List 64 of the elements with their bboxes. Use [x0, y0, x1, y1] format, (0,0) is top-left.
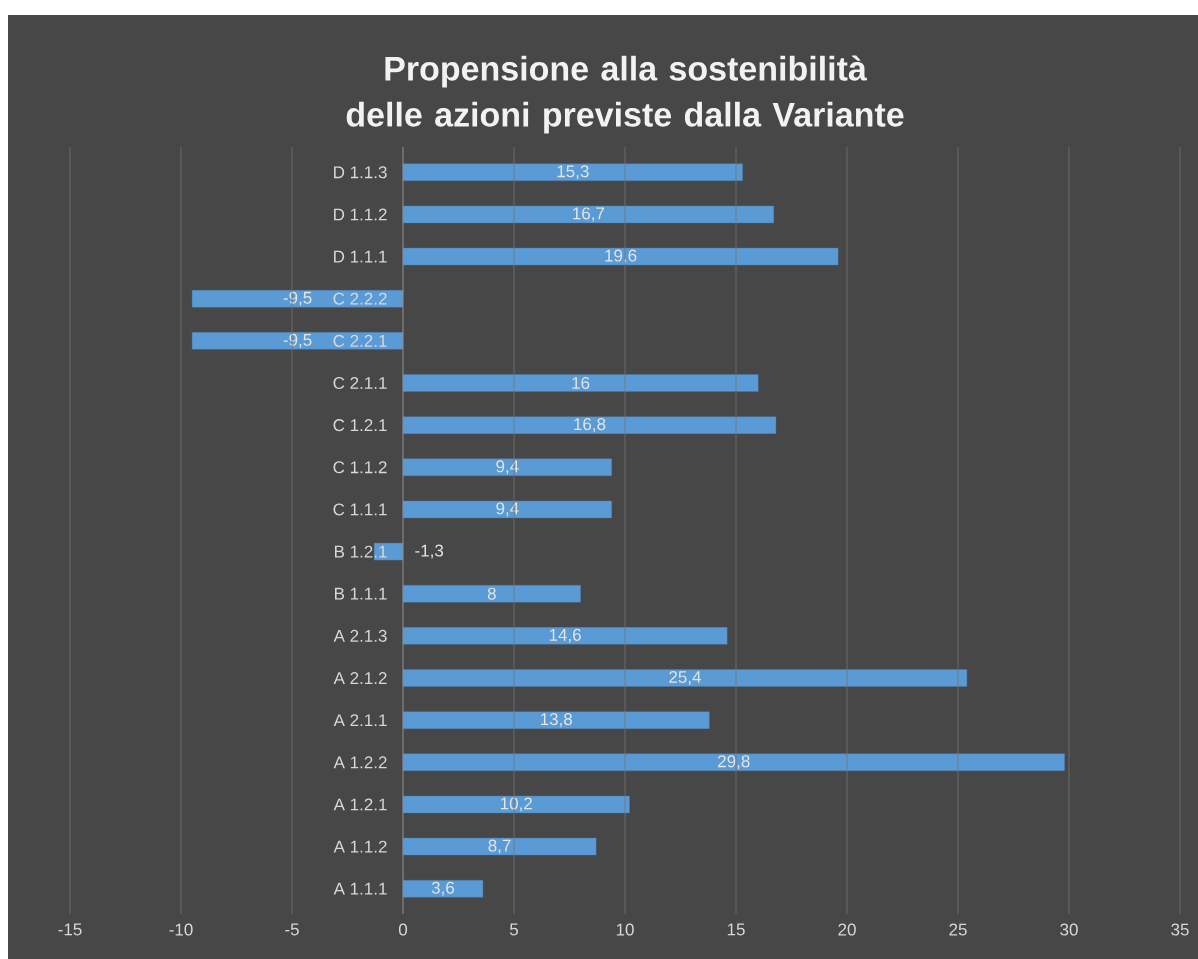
data-label: -9,5: [283, 291, 312, 306]
y-tick-label: C 1.1.2: [333, 461, 387, 474]
bar: [402, 669, 968, 687]
y-tick-label: C 1.2.1: [333, 419, 387, 432]
x-tick-label: 15: [727, 923, 745, 936]
y-tick-label: B 1.1.1: [335, 587, 387, 600]
bar: [402, 795, 630, 814]
bar: [402, 374, 759, 392]
y-tick-label: C 2.1.1: [333, 376, 387, 390]
x-tick-label: 10: [616, 923, 634, 936]
chart-title: Propensione alla sostenibilità delle azioni previste dalla Variante: [346, 55, 904, 134]
bar: [402, 880, 484, 898]
bar: [402, 500, 612, 519]
data-label: 9,4: [496, 502, 519, 517]
x-tick-label: 25: [949, 923, 967, 936]
x-tick-label: 30: [1060, 923, 1078, 936]
bar: [402, 416, 777, 434]
y-tick-label: A 1.1.1: [333, 882, 387, 895]
y-tick-label: D 1.1.1: [334, 250, 387, 263]
x-tick-label: 20: [838, 923, 856, 936]
bar: [191, 332, 404, 350]
data-label: -9,5: [283, 333, 312, 348]
x-tick-label: 35: [1171, 923, 1189, 936]
data-label: 25,4: [669, 670, 701, 686]
x-tick-label: -10: [169, 923, 193, 936]
x-tick-label: 5: [509, 923, 519, 936]
bar: [402, 627, 728, 645]
bar: [402, 711, 710, 729]
bar: [402, 458, 612, 476]
data-label: 10,2: [500, 797, 532, 812]
bar: [402, 585, 581, 603]
data-label: 3,6: [431, 881, 455, 896]
y-tick-label: A 1.2.1: [333, 798, 387, 811]
y-tick-label: C 2.2.2: [333, 292, 387, 305]
data-label: 9,4: [496, 460, 519, 475]
data-label: 14,6: [549, 628, 581, 643]
x-tick-label: -5: [285, 923, 299, 936]
x-tick-label: 0: [398, 923, 408, 936]
bar: [191, 290, 404, 308]
bar: [402, 837, 597, 856]
y-tick-label: A 2.1.3: [333, 629, 387, 642]
data-label: 29,8: [718, 755, 750, 770]
data-label: 13,8: [540, 713, 572, 728]
data-label: -1,3: [415, 544, 444, 559]
y-tick-label: A 2.1.1: [333, 714, 387, 727]
bar: [402, 205, 774, 224]
bar: [402, 163, 743, 181]
data-label: 16: [572, 376, 590, 390]
x-tick-label: -15: [58, 923, 82, 936]
y-tick-label: C 1.1.1: [333, 503, 387, 516]
y-tick-label: D 1.1.3: [334, 166, 387, 179]
y-tick-label: A 1.1.2: [333, 840, 387, 853]
y-tick-label: A 1.2.2: [333, 756, 387, 769]
data-label: 19,6: [605, 249, 637, 264]
data-label: 8,7: [488, 839, 511, 854]
y-tick-label: D 1.1.2: [334, 208, 387, 221]
data-label: 16,8: [574, 418, 606, 433]
data-label: 16,7: [573, 207, 605, 222]
bar: [402, 247, 839, 266]
data-label: 8: [487, 587, 496, 600]
y-tick-label: A 2.1.2: [333, 672, 387, 684]
data-label: 15,3: [557, 165, 589, 180]
bar: [402, 753, 1065, 771]
y-tick-label: C 2.2.1: [333, 334, 387, 347]
